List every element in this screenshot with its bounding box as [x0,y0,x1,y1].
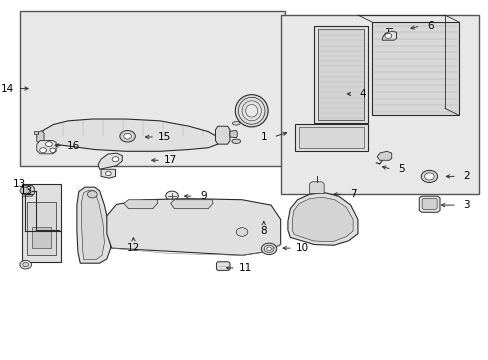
Circle shape [120,131,135,142]
Polygon shape [170,200,174,209]
Ellipse shape [238,97,264,124]
Circle shape [266,247,271,251]
Polygon shape [123,200,157,209]
Polygon shape [418,196,439,212]
Text: 9: 9 [200,191,206,201]
Bar [280,15,478,194]
Polygon shape [22,184,61,262]
Polygon shape [216,262,229,270]
Circle shape [40,148,46,153]
Text: 16: 16 [66,141,80,151]
Bar [20,12,285,166]
Polygon shape [34,131,38,134]
Text: 4: 4 [359,89,366,99]
Text: 1: 1 [260,132,266,142]
Polygon shape [376,151,391,160]
Circle shape [50,148,56,152]
Polygon shape [372,22,458,116]
Polygon shape [101,169,115,178]
Polygon shape [170,200,213,209]
Polygon shape [229,131,237,138]
Polygon shape [27,202,56,255]
Polygon shape [37,131,44,143]
Polygon shape [106,199,280,255]
Polygon shape [98,153,122,169]
Ellipse shape [242,101,261,121]
Polygon shape [22,185,34,196]
Ellipse shape [245,104,257,117]
Bar [32,226,51,248]
Polygon shape [287,193,357,245]
Polygon shape [298,127,363,148]
Text: 17: 17 [163,155,177,165]
Polygon shape [295,125,367,151]
Ellipse shape [235,95,267,127]
Polygon shape [309,182,324,194]
Circle shape [384,33,391,39]
Polygon shape [81,190,104,260]
Polygon shape [318,29,363,120]
Text: 10: 10 [295,243,308,253]
Text: 8: 8 [260,226,266,236]
Circle shape [123,134,131,139]
Text: 13: 13 [20,186,33,196]
Text: 6: 6 [426,21,433,31]
Circle shape [105,171,111,176]
Circle shape [112,157,119,162]
Text: 3: 3 [462,200,469,210]
Circle shape [45,141,52,147]
Polygon shape [314,26,367,123]
Circle shape [420,170,437,183]
Polygon shape [37,140,56,154]
Polygon shape [292,197,352,242]
Circle shape [261,243,276,255]
Text: 14: 14 [1,84,15,94]
Text: 15: 15 [158,132,171,142]
Circle shape [165,191,178,201]
Text: 13: 13 [12,179,25,189]
Circle shape [264,245,273,252]
Circle shape [424,173,433,180]
Polygon shape [37,119,218,151]
Polygon shape [215,126,229,144]
Ellipse shape [232,122,240,125]
Polygon shape [421,198,436,210]
Text: 11: 11 [238,263,251,273]
Text: 5: 5 [397,164,404,174]
Circle shape [23,262,28,267]
Text: 12: 12 [126,243,140,253]
Text: 7: 7 [349,189,356,199]
Circle shape [20,187,29,194]
Circle shape [236,228,247,236]
Circle shape [20,260,31,269]
Polygon shape [381,31,396,40]
Text: 2: 2 [462,171,469,181]
Circle shape [87,191,97,198]
Ellipse shape [231,139,240,143]
Polygon shape [77,187,110,263]
